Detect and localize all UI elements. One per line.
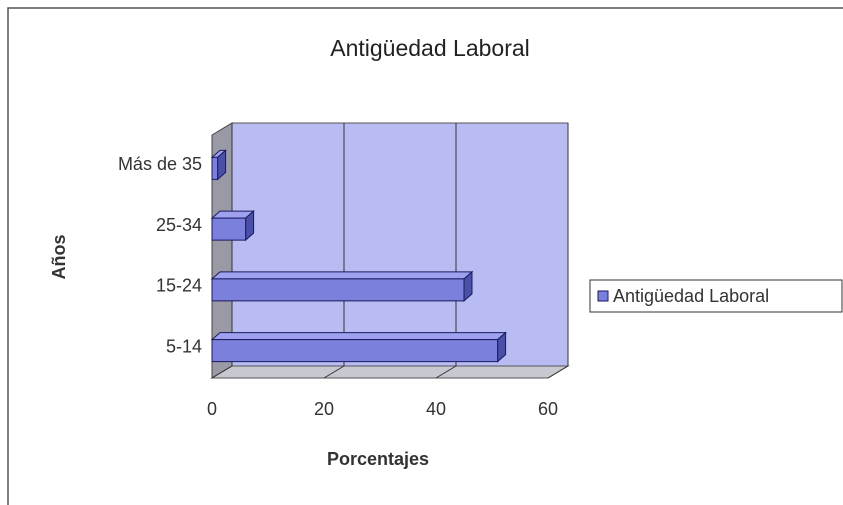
bar-top	[210, 271, 474, 280]
chart-title: Antigüedad Laboral	[330, 35, 530, 61]
bar	[211, 339, 499, 363]
y-tick-label: 25-34	[156, 215, 202, 235]
x-tick-label: 0	[207, 399, 217, 419]
bar	[211, 278, 465, 302]
legend-label: Antigüedad Laboral	[613, 286, 769, 306]
x-tick-label: 20	[314, 399, 334, 419]
floor-grid-line	[323, 365, 345, 379]
y-tick-label: 5-14	[166, 336, 202, 356]
back-wall	[231, 122, 569, 367]
y-tick-label: Más de 35	[118, 154, 202, 174]
y-axis-label: Años	[49, 235, 69, 280]
bar	[211, 156, 219, 180]
bar	[211, 217, 247, 241]
floor-grid-line	[547, 365, 569, 379]
x-axis-label: Porcentajes	[327, 449, 429, 469]
floor	[210, 365, 570, 379]
floor-grid-line	[435, 365, 457, 379]
y-tick-label: 15-24	[156, 276, 202, 296]
legend-box	[589, 279, 843, 313]
floor-grid-line	[211, 365, 233, 379]
x-tick-label: 60	[538, 399, 558, 419]
bar-top	[210, 332, 507, 341]
x-tick-label: 40	[426, 399, 446, 419]
legend-swatch	[597, 290, 609, 302]
